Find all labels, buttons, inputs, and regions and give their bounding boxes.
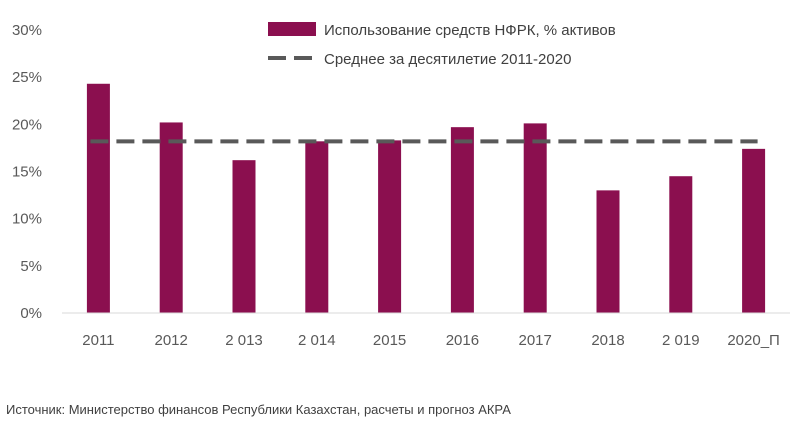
bar <box>596 190 620 313</box>
legend-label-bar: Использование средств НФРК, % активов <box>324 22 616 39</box>
x-tick-label: 2015 <box>373 332 406 349</box>
source-note: Источник: Министерство финансов Республи… <box>6 402 511 417</box>
x-tick-label: 2 013 <box>225 332 263 349</box>
bar <box>523 123 547 313</box>
bar <box>232 160 256 313</box>
y-tick-label: 25% <box>12 69 42 86</box>
bar-chart: 0%5%10%15%20%25%30% 2011 2012 2 013 2 014 20… <box>12 22 790 349</box>
y-tick-label: 30% <box>12 22 42 39</box>
bar <box>669 176 693 313</box>
bar <box>378 140 402 313</box>
y-axis: 0% 5% 10% 15% 20% 25% 30% <box>12 22 42 322</box>
x-tick-label: 2016 <box>446 332 479 349</box>
x-axis: 2011 2012 2 013 2 014 2015 2016 2017 2018 2 019 2… <box>62 312 790 349</box>
bar <box>450 127 474 313</box>
legend-swatch-bar <box>268 22 316 36</box>
legend: Использование средств НФРК, % активов Ср… <box>268 22 616 68</box>
x-tick-label: 2 019 <box>662 332 700 349</box>
y-tick-label: 0% <box>20 305 42 322</box>
x-tick-label: 2017 <box>519 332 552 349</box>
y-tick-label: 15% <box>12 164 42 181</box>
x-tick-label: 2011 <box>82 332 114 349</box>
y-tick-label: 20% <box>12 116 42 133</box>
x-tick-label: 2020_П <box>727 332 780 349</box>
bar <box>742 148 766 313</box>
bar <box>305 141 329 313</box>
x-tick-label: 2018 <box>591 332 624 349</box>
bar <box>159 122 183 314</box>
legend-label-average: Среднее за десятилетие 2011-2020 <box>324 51 571 68</box>
x-tick-label: 2012 <box>155 332 188 349</box>
x-tick-label: 2 014 <box>298 332 336 349</box>
bar <box>86 83 110 314</box>
y-tick-label: 10% <box>12 211 42 228</box>
y-tick-label: 5% <box>20 258 42 275</box>
bars <box>86 83 766 314</box>
